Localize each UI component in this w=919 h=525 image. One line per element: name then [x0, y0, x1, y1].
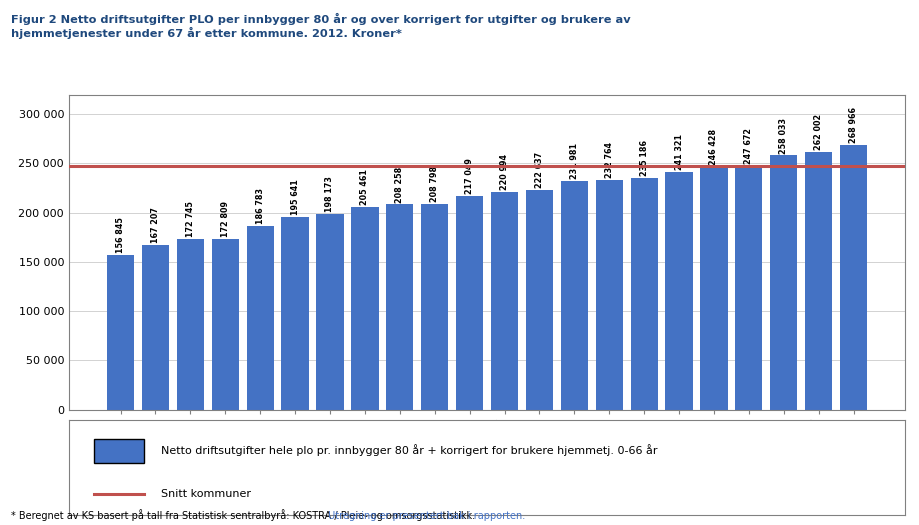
Text: 258 033: 258 033: [779, 118, 789, 153]
Text: 198 173: 198 173: [325, 176, 335, 213]
Text: 246 428: 246 428: [709, 129, 719, 165]
Text: Utregning er presentert bak i rapporten.: Utregning er presentert bak i rapporten.: [324, 511, 525, 521]
Text: 208 798: 208 798: [430, 166, 439, 202]
Text: 156 845: 156 845: [116, 217, 125, 253]
Bar: [805, 152, 833, 410]
Text: 208 258: 208 258: [395, 166, 404, 203]
Text: 172 745: 172 745: [186, 202, 195, 237]
Text: 205 461: 205 461: [360, 170, 369, 205]
Bar: [176, 239, 204, 410]
Text: 232 764: 232 764: [605, 142, 614, 178]
Text: 167 207: 167 207: [151, 207, 160, 243]
Bar: [386, 205, 414, 410]
Bar: [596, 181, 623, 410]
Text: 172 809: 172 809: [221, 202, 230, 237]
Bar: [526, 191, 553, 410]
Bar: [665, 172, 693, 410]
Text: * Beregnet av KS basert på tall fra Statistisk sentralbyrå: KOSTRA / Pleie- og o: * Beregnet av KS basert på tall fra Stat…: [11, 509, 475, 521]
Text: Netto driftsutgifter hele plo pr. innbygger 80 år + korrigert for brukere hjemme: Netto driftsutgifter hele plo pr. innbyg…: [161, 444, 657, 456]
Bar: [630, 178, 658, 410]
Text: 262 002: 262 002: [814, 113, 823, 150]
Bar: [840, 145, 868, 410]
Text: 217 049: 217 049: [465, 158, 474, 194]
Bar: [700, 167, 728, 410]
Bar: [107, 255, 134, 410]
Bar: [561, 181, 588, 410]
Bar: [351, 207, 379, 410]
Text: 220 994: 220 994: [500, 154, 509, 190]
Bar: [491, 192, 518, 410]
Text: Figur 2 Netto driftsutgifter PLO per innbygger 80 år og over korrigert for utgif: Figur 2 Netto driftsutgifter PLO per inn…: [11, 13, 630, 39]
Text: Snitt kommuner: Snitt kommuner: [161, 489, 251, 499]
Text: 268 966: 268 966: [849, 107, 858, 143]
FancyBboxPatch shape: [94, 439, 144, 463]
Bar: [770, 155, 798, 410]
Bar: [142, 245, 169, 410]
Bar: [735, 166, 763, 410]
Bar: [246, 226, 274, 410]
Bar: [281, 217, 309, 410]
Text: 241 321: 241 321: [675, 134, 684, 170]
Text: 222 637: 222 637: [535, 152, 544, 188]
Bar: [456, 196, 483, 410]
Text: 231 981: 231 981: [570, 143, 579, 179]
Text: 195 641: 195 641: [290, 179, 300, 215]
Bar: [211, 239, 239, 410]
Text: 186 783: 186 783: [255, 187, 265, 224]
Text: 247 672: 247 672: [744, 128, 754, 164]
Bar: [316, 214, 344, 410]
Bar: [421, 204, 448, 410]
Text: 235 186: 235 186: [640, 140, 649, 176]
